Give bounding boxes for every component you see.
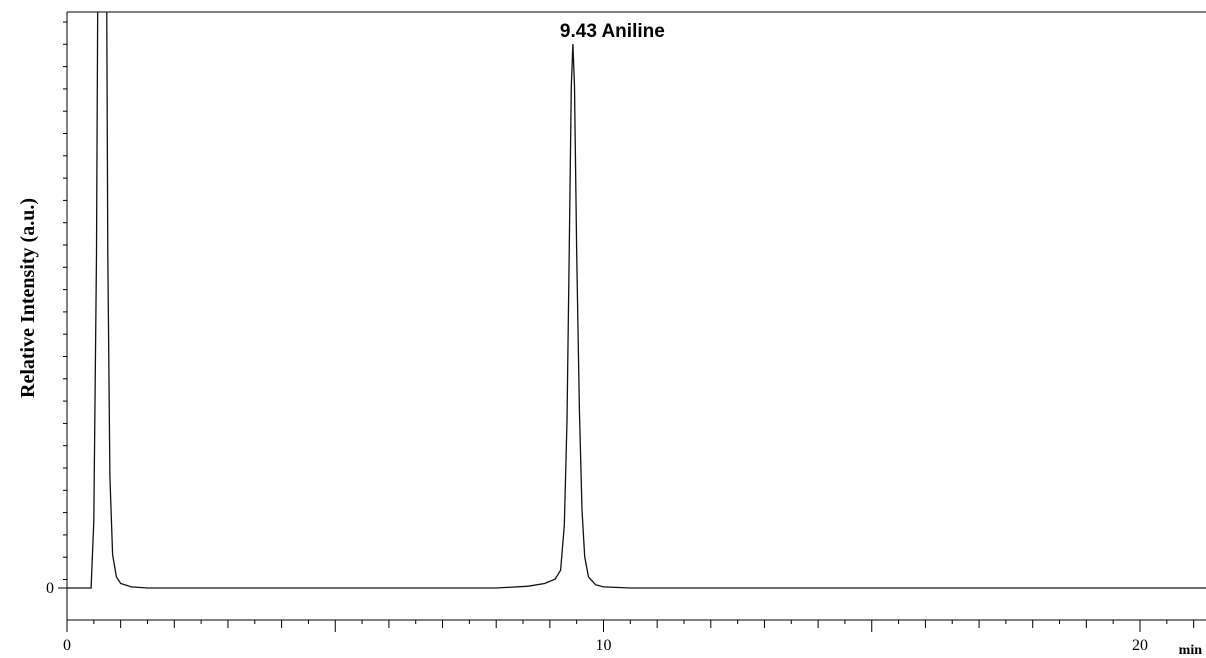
y-minor-ticks [63,21,67,580]
x-tick-label: 20 [1132,637,1148,654]
x-tick-label: 0 [63,637,71,654]
x-axis-unit-label: min [1179,643,1203,658]
x-tick-label: 10 [596,637,612,654]
y-tick-label: 0 [46,580,54,597]
chromatogram-trace [67,12,1206,589]
traces [67,12,1206,589]
x-ticks: 0 10 20 [63,620,1195,654]
peak-label: 9.43 Aniline [560,21,665,42]
annotations: 9.43 Aniline [560,21,665,42]
y-axis-label: Relative Intensity (a.u.) [17,198,39,398]
axes [66,11,1206,621]
y-ticks: 0 [46,580,67,597]
